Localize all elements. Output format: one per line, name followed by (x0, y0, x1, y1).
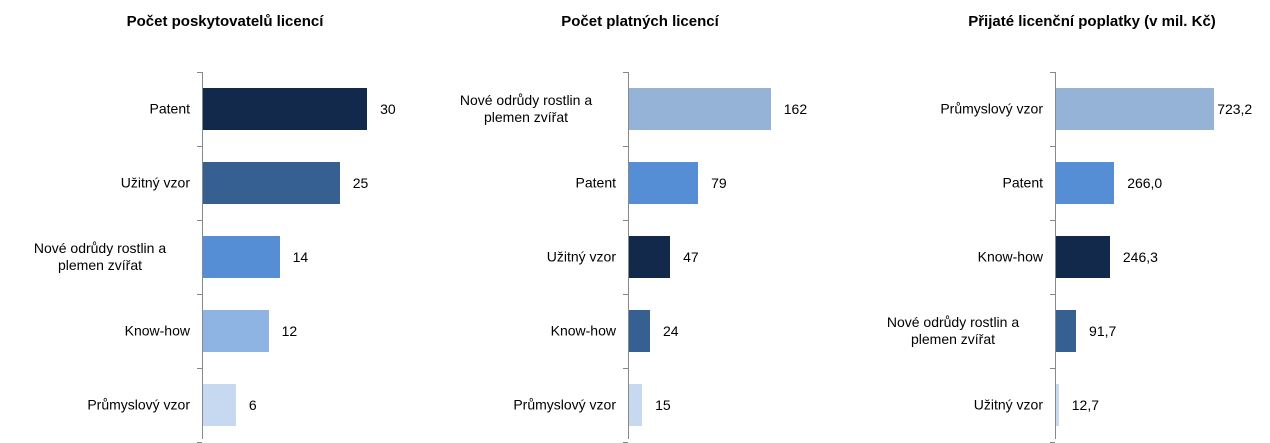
category-label: Nové odrůdy rostlin a plemen zvířat (843, 314, 1043, 348)
category-text: Know-how (124, 322, 190, 339)
axis-tick (197, 72, 202, 73)
value-label: 25 (352, 175, 369, 191)
chart-title: Přijaté licenční poplatky (v mil. Kč) (968, 13, 1216, 30)
bar (1056, 310, 1077, 352)
category-text: Know-how (550, 322, 616, 339)
category-text: Průmyslový vzor (513, 396, 616, 413)
category-text: Patent (149, 100, 190, 117)
category-label: Patent (843, 175, 1043, 192)
value-label: 723,2 (1217, 101, 1253, 117)
value-label: 47 (683, 249, 699, 265)
category-text: Průmyslový vzor (87, 396, 190, 413)
axis-tick (623, 220, 628, 221)
value-label: 91,7 (1089, 323, 1117, 339)
axis-tick (197, 146, 202, 147)
bar (629, 310, 650, 352)
bar (203, 310, 269, 352)
axis-tick (623, 294, 628, 295)
category-label: Know-how (843, 249, 1043, 266)
axis-tick (1050, 72, 1055, 73)
category-text: Nové odrůdy rostlin a plemen zvířat (459, 92, 593, 125)
category-text: Užitný vzor (546, 248, 616, 265)
category-label: Užitný vzor (843, 397, 1043, 414)
category-label: Průmyslový vzor (416, 397, 616, 414)
axis-tick (1050, 146, 1055, 147)
category-text: Užitný vzor (973, 396, 1043, 413)
axis-tick (197, 294, 202, 295)
axis-tick (1050, 220, 1055, 221)
category-text: Průmyslový vzor (940, 100, 1043, 117)
axis-tick (623, 368, 628, 369)
bar (629, 88, 771, 130)
bar (203, 162, 340, 204)
axis-tick (1050, 368, 1055, 369)
chart-title: Počet platných licencí (561, 13, 719, 30)
y-axis (202, 72, 203, 439)
axis-tick (623, 146, 628, 147)
category-label: Patent (0, 101, 190, 118)
bar (1056, 384, 1059, 426)
value-label: 6 (248, 397, 257, 413)
chart-title: Počet poskytovatelů licencí (126, 13, 324, 30)
value-label: 12 (281, 323, 298, 339)
category-label: Užitný vzor (416, 249, 616, 266)
bar (203, 88, 368, 130)
value-label: 162 (783, 101, 808, 117)
value-label: 30 (380, 101, 396, 117)
value-label: 266,0 (1127, 175, 1163, 191)
value-label: 24 (663, 323, 679, 339)
category-label: Patent (416, 175, 616, 192)
category-label: Užitný vzor (0, 175, 190, 192)
value-label: 12,7 (1071, 397, 1100, 413)
category-text: Nové odrůdy rostlin a plemen zvířat (886, 314, 1020, 347)
bar (629, 162, 699, 204)
axis-tick (623, 72, 628, 73)
axis-tick (197, 220, 202, 221)
category-text: Patent (575, 174, 616, 191)
bar (203, 236, 280, 278)
value-label: 246,3 (1122, 249, 1158, 265)
category-label: Nové odrůdy rostlin a plemen zvířat (416, 92, 616, 126)
category-text: Know-how (977, 248, 1043, 265)
bar (1056, 162, 1115, 204)
value-label: 14 (292, 249, 309, 265)
category-label: Know-how (0, 323, 190, 340)
value-label: 15 (655, 397, 671, 413)
category-label: Průmyslový vzor (0, 397, 190, 414)
y-axis (628, 72, 629, 439)
value-label: 79 (711, 175, 727, 191)
bar (203, 384, 236, 426)
category-text: Užitný vzor (120, 174, 190, 191)
category-label: Know-how (416, 323, 616, 340)
bar (1056, 236, 1110, 278)
axis-tick (1050, 294, 1055, 295)
axis-tick (197, 368, 202, 369)
category-label: Nové odrůdy rostlin a plemen zvířat (0, 240, 190, 274)
bar (629, 384, 643, 426)
category-text: Nové odrůdy rostlin a plemen zvířat (33, 240, 167, 273)
category-text: Patent (1002, 174, 1043, 191)
bar (1056, 88, 1215, 130)
y-axis (1055, 72, 1056, 439)
category-label: Průmyslový vzor (843, 101, 1043, 118)
bar (629, 236, 671, 278)
